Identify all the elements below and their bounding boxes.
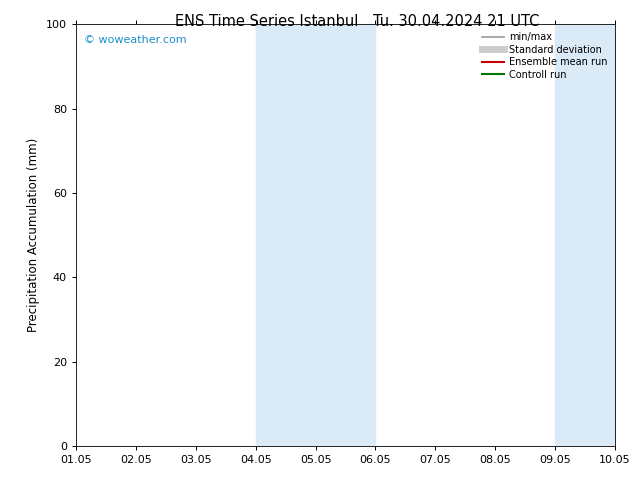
Text: Tu. 30.04.2024 21 UTC: Tu. 30.04.2024 21 UTC [373,14,540,29]
Bar [256,24,375,446]
Legend: min/max, Standard deviation, Ensemble mean run, Controll run: min/max, Standard deviation, Ensemble me… [479,29,610,82]
Text: ENS Time Series Istanbul: ENS Time Series Istanbul [174,14,358,29]
Y-axis label: Precipitation Accumulation (mm): Precipitation Accumulation (mm) [27,138,41,332]
Bar [555,24,615,446]
Text: © woweather.com: © woweather.com [84,35,187,45]
